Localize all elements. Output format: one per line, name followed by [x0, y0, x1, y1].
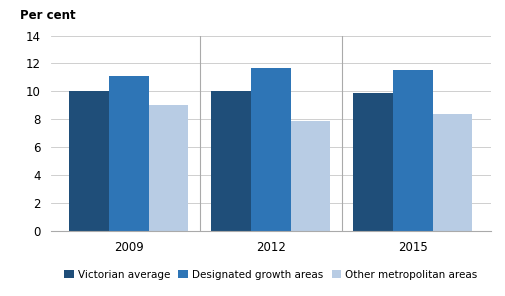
Text: Per cent: Per cent	[20, 9, 75, 22]
Bar	[290, 121, 330, 231]
Bar	[211, 91, 250, 231]
Bar	[432, 114, 472, 231]
Bar	[69, 91, 109, 231]
Bar	[109, 76, 148, 231]
Bar	[352, 93, 392, 231]
Bar	[148, 105, 188, 231]
Bar	[392, 70, 432, 231]
Legend: Victorian average, Designated growth areas, Other metropolitan areas: Victorian average, Designated growth are…	[60, 266, 481, 284]
Bar	[250, 67, 290, 231]
